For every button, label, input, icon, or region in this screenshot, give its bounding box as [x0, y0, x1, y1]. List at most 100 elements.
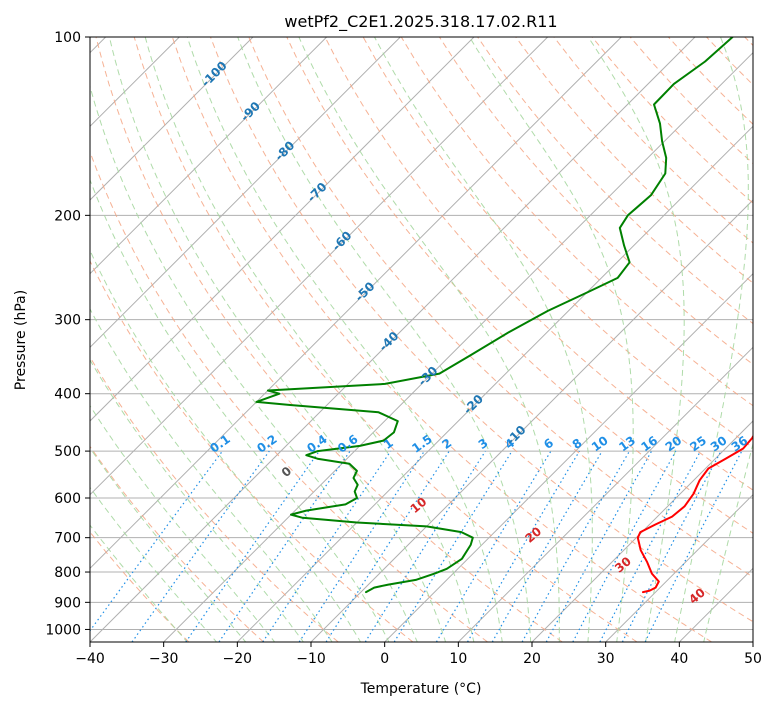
dry-adiabat — [248, 37, 753, 578]
mixing-ratio-line — [545, 450, 653, 642]
moist-adiabat — [90, 178, 390, 642]
y-tick-label: 900 — [54, 595, 81, 611]
x-tick-label: 40 — [670, 651, 688, 667]
moist-adiabat — [90, 358, 305, 642]
isotherm-line — [752, 641, 753, 642]
moist-adiabat — [90, 84, 418, 642]
y-axis-label: Pressure (hPa) — [13, 290, 29, 390]
moist-adiabat — [144, 37, 475, 642]
mixing-ratio-line — [393, 450, 513, 642]
dry-adiabat — [171, 37, 712, 642]
isotherm-label: -80 — [272, 138, 297, 163]
moist-adiabat — [298, 37, 560, 642]
x-tick-label: 30 — [597, 651, 615, 667]
x-axis-label: Temperature (°C) — [360, 681, 482, 697]
moist-adiabat — [90, 447, 247, 642]
moist-adiabat — [674, 37, 749, 642]
moist-adiabat — [90, 308, 333, 642]
y-tick-label: 700 — [54, 531, 81, 547]
mixing-ratio-label: 1.5 — [409, 432, 434, 456]
y-tick-label: 1000 — [45, 622, 81, 638]
mixing-ratio-line — [262, 450, 392, 642]
isotherm-line — [90, 37, 549, 496]
isotherm-line — [457, 346, 753, 642]
mixing-ratio-line — [90, 450, 223, 632]
moist-adiabat-label: 20 — [522, 524, 544, 545]
mixing-ratio-line — [572, 450, 677, 642]
dry-adiabat — [90, 445, 264, 642]
moist-adiabat-label: 0 — [279, 464, 294, 480]
isotherm-line — [605, 493, 753, 642]
dry-adiabat — [95, 37, 563, 642]
moist-adiabat — [469, 37, 634, 642]
moist-adiabat — [90, 524, 188, 642]
isotherm-line — [163, 51, 753, 642]
dry-adiabat — [286, 37, 753, 534]
dry-adiabat — [210, 37, 753, 623]
dry-adiabat — [438, 37, 753, 366]
dewpoint-profile — [255, 37, 734, 594]
isotherm-line — [90, 37, 475, 422]
moist-adiabat-label: 40 — [686, 585, 708, 606]
y-tick-label: 100 — [54, 30, 81, 46]
moist-adiabat — [237, 37, 532, 642]
dry-adiabat — [133, 37, 638, 642]
y-tick-label: 500 — [54, 444, 81, 460]
dry-adiabat — [706, 37, 753, 86]
series-group — [255, 37, 753, 594]
x-tick-label: −40 — [75, 651, 105, 667]
dry-adiabat — [90, 150, 488, 642]
x-tick-label: 20 — [523, 651, 541, 667]
moist-adiabat — [90, 486, 218, 642]
mixing-ratio-line — [599, 450, 702, 642]
isotherm-label: -20 — [461, 392, 486, 417]
temperature-profile — [636, 434, 753, 594]
x-tick-label: 10 — [449, 651, 467, 667]
x-tick-label: −20 — [223, 651, 253, 667]
dry-adiabat — [90, 259, 414, 642]
moist-adiabat — [90, 249, 362, 642]
isotherm-label: -40 — [376, 329, 401, 354]
y-tick-label: 600 — [54, 491, 81, 507]
moist-adiabat — [587, 37, 685, 642]
plot-frame — [89, 36, 754, 643]
isotherm-line — [384, 272, 753, 642]
isotherm-label: -90 — [238, 99, 263, 124]
isotherm-label: -70 — [304, 180, 329, 205]
mixing-ratio-line — [185, 450, 320, 642]
y-axis: 100 200 300 400 500 600 700 800 900 1000 — [45, 30, 90, 638]
mixing-ratio-label: 0.1 — [207, 432, 232, 456]
mixing-ratio-label: 2 — [439, 436, 454, 452]
dry-adiabat — [744, 37, 753, 47]
mixing-ratio-line — [364, 450, 486, 642]
x-tick-label: −10 — [296, 651, 326, 667]
mixing-ratio-line — [644, 450, 743, 642]
x-tick-label: −30 — [149, 651, 179, 667]
mixing-ratio-line — [435, 450, 552, 642]
dry-adiabat — [515, 37, 753, 284]
mixing-ratio-label: 6 — [541, 436, 556, 452]
y-tick-label: 200 — [54, 208, 81, 224]
mixing-ratio-label: 3 — [476, 436, 491, 452]
isotherm-line — [90, 37, 328, 275]
isotherm-label: -30 — [415, 364, 440, 389]
mixing-ratio-line — [218, 450, 351, 642]
isotherm-line — [531, 420, 753, 642]
isotherm-line — [90, 37, 622, 570]
reference-lines — [90, 37, 753, 642]
chart-title: wetPf2_C2E1.2025.318.17.02.R11 — [284, 12, 557, 32]
moist-adiabat — [90, 404, 276, 642]
mixing-ratio-line — [521, 450, 631, 642]
isotherm-line — [90, 37, 401, 349]
moist-adiabat — [703, 441, 753, 642]
isotherm-label: -60 — [329, 228, 354, 253]
dry-adiabat — [553, 37, 753, 244]
moist-adiabat — [108, 37, 447, 642]
dry-adiabat — [324, 37, 753, 491]
x-axis: −40 −30 −20 −10 0 10 20 30 40 50 — [75, 642, 762, 667]
dry-adiabat — [668, 37, 753, 125]
moist-adiabat — [186, 37, 503, 642]
y-tick-label: 300 — [54, 313, 81, 329]
